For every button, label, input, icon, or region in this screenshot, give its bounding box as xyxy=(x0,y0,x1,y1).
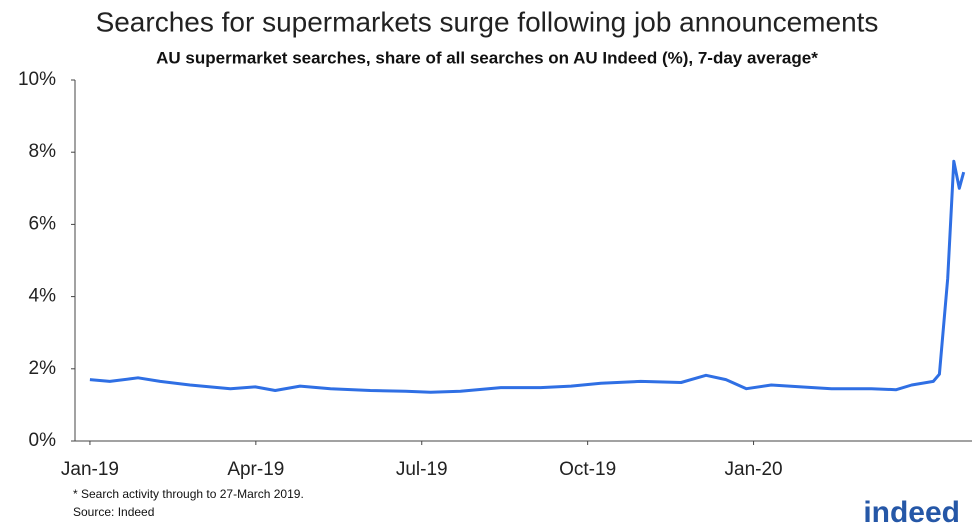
x-tick-label: Oct-19 xyxy=(559,459,616,480)
chart-title: Searches for supermarkets surge followin… xyxy=(96,6,879,37)
chart-subtitle: AU supermarket searches, share of all se… xyxy=(156,48,818,67)
y-tick-label: 0% xyxy=(29,430,57,451)
x-tick-label: Jul-19 xyxy=(396,459,448,480)
y-tick-label: 4% xyxy=(29,286,57,307)
logo: indeed xyxy=(863,496,960,529)
y-tick-label: 2% xyxy=(29,358,57,379)
y-tick-label: 6% xyxy=(29,213,57,234)
source: Source: Indeed xyxy=(73,505,154,519)
x-tick-label: Jan-19 xyxy=(61,459,119,480)
y-tick-label: 8% xyxy=(29,141,57,162)
x-tick-label: Jan-20 xyxy=(725,459,783,480)
y-tick-label: 10% xyxy=(18,69,56,90)
x-tick-label: Apr-19 xyxy=(227,459,284,480)
series-line xyxy=(89,159,966,394)
footnote: * Search activity through to 27-March 20… xyxy=(73,487,304,501)
